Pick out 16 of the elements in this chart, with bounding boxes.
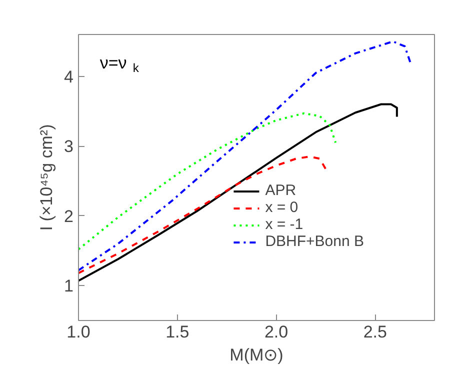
legend-label: x = 0 <box>265 199 298 216</box>
x-axis-title: M(M⊙) <box>230 346 284 364</box>
legend-label: DBHF+Bonn B <box>265 233 364 250</box>
legend-label: APR <box>265 182 296 199</box>
y-tick-label: 1 <box>64 276 74 296</box>
x-tick-label: 1.5 <box>166 322 190 342</box>
y-axis-title: I (×10⁴⁵g cm²) <box>37 124 56 231</box>
x-tick-label: 1.0 <box>66 322 90 342</box>
y-tick-label: 3 <box>64 137 74 156</box>
line-series <box>78 103 398 282</box>
x-tick-label: 2.0 <box>264 322 288 342</box>
legend-label: x = -1 <box>265 216 304 233</box>
line-series <box>78 40 412 272</box>
x-tick-label: 2.5 <box>363 322 387 342</box>
y-tick-label: 2 <box>64 206 74 226</box>
y-tick-label: 4 <box>64 67 74 86</box>
